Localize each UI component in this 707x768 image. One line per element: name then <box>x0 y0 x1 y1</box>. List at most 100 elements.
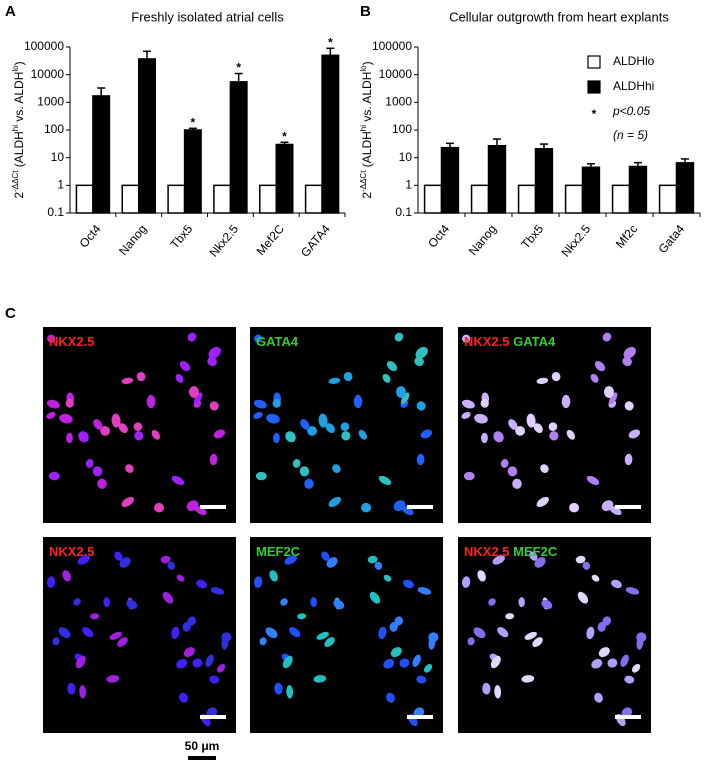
legend-note: p<0.05 <box>612 104 650 118</box>
nucleus <box>508 419 518 430</box>
nucleus <box>386 361 398 372</box>
image-label: NKX2.5 <box>49 544 95 559</box>
nucleus <box>403 579 414 589</box>
nucleus <box>591 658 603 669</box>
nucleus <box>463 471 475 481</box>
significance-marker: * <box>236 61 241 75</box>
bar <box>275 143 294 214</box>
nucleus <box>77 555 90 565</box>
nucleus <box>133 422 143 431</box>
nucleus <box>325 423 335 434</box>
micrograph <box>250 537 443 733</box>
nucleus <box>416 453 425 466</box>
nucleus <box>548 422 558 431</box>
x-tick-label: Tbx5 <box>167 222 195 252</box>
nucleus <box>187 332 197 342</box>
y-tick-label: 10000 <box>31 67 65 81</box>
nucleus <box>66 432 73 444</box>
nucleus <box>386 692 395 703</box>
nucleus <box>512 478 522 489</box>
nucleus <box>209 401 219 411</box>
nucleus <box>551 372 561 382</box>
nucleus <box>328 377 341 385</box>
nucleus <box>171 475 185 486</box>
image-label-part: NKX2.5 <box>464 544 510 559</box>
nucleus <box>253 399 267 409</box>
nucleus <box>175 373 184 383</box>
nucleus <box>126 599 138 610</box>
y-tick-label: 10000 <box>379 67 413 81</box>
nucleus <box>536 377 549 385</box>
nucleus <box>412 654 421 667</box>
nucleus <box>47 334 56 343</box>
nucleus <box>586 475 600 486</box>
nucleus <box>304 478 314 489</box>
image-label: MEF2C <box>256 544 301 559</box>
nucleus <box>333 599 345 610</box>
y-tick-label: 100 <box>392 122 412 136</box>
bar <box>183 129 202 214</box>
nucleus <box>73 598 81 606</box>
y-label-part: -ΔΔCt <box>11 170 20 192</box>
nucleus <box>92 466 103 477</box>
nucleus <box>46 399 60 409</box>
y-tick-label: 0.1 <box>47 205 64 219</box>
nucleus <box>266 413 280 424</box>
nucleus <box>189 386 199 398</box>
nucleus <box>602 332 612 342</box>
nucleus <box>361 502 372 513</box>
nucleus <box>318 413 328 428</box>
image-label: NKX2.5 MEF2C <box>464 544 558 559</box>
y-tick-label: 100 <box>44 122 64 136</box>
nucleus <box>332 464 341 473</box>
nucleus <box>321 551 330 561</box>
nucleus <box>255 471 267 481</box>
x-tick-label: Nanog <box>116 222 149 258</box>
nucleus <box>90 613 100 620</box>
nucleus <box>265 627 278 639</box>
nucleus <box>192 658 203 668</box>
nucleus <box>47 576 56 588</box>
nucleus <box>254 576 263 588</box>
nucleus <box>611 579 622 589</box>
scale-bar <box>407 715 433 719</box>
nucleus <box>416 675 427 684</box>
nucleus <box>414 356 424 367</box>
significance-marker: * <box>190 115 195 129</box>
nucleus <box>205 654 214 667</box>
nucleus <box>183 647 195 658</box>
nucleus <box>566 429 576 440</box>
nucleus <box>79 685 87 699</box>
nucleus <box>121 496 134 508</box>
nucleus <box>65 398 74 408</box>
scale-bar <box>200 715 226 719</box>
nucleus <box>609 506 622 516</box>
bar <box>213 184 232 214</box>
nucleus <box>118 423 128 434</box>
nucleus <box>300 419 310 430</box>
nucleus <box>162 591 174 604</box>
nucleus <box>341 431 351 441</box>
nucleus <box>103 597 110 608</box>
nucleus <box>52 637 60 646</box>
bar <box>628 165 648 214</box>
nucleus <box>310 597 317 608</box>
nucleus <box>208 346 221 359</box>
nucleus <box>82 627 94 638</box>
nucleus <box>121 377 134 385</box>
nucleus <box>324 637 335 648</box>
nucleus <box>477 570 486 582</box>
x-tick-label: Gata4 <box>655 222 687 256</box>
nucleus <box>524 631 537 640</box>
nucleus <box>540 464 549 473</box>
nucleus <box>119 557 131 568</box>
nucleus <box>253 411 263 419</box>
nucleus <box>209 453 218 466</box>
nucleus <box>340 422 350 431</box>
chart-title: Cellular outgrowth from heart explants <box>449 9 669 24</box>
nucleus <box>67 682 76 695</box>
nucleus <box>193 392 203 405</box>
nucleus <box>326 557 338 568</box>
nucleus <box>272 398 281 408</box>
x-tick-label: Oct4 <box>77 222 104 251</box>
